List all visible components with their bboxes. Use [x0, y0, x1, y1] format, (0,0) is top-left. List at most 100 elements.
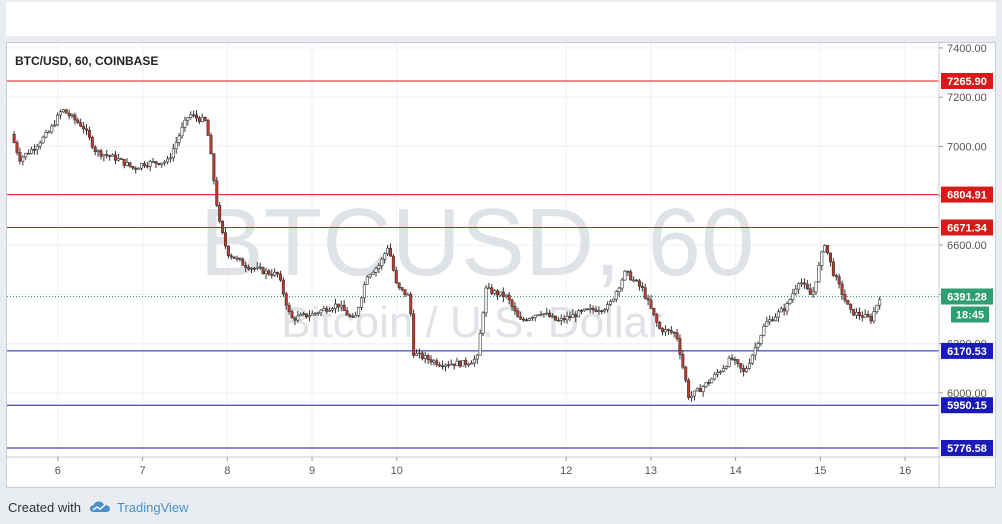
candle-down: [261, 267, 265, 275]
candle-up: [773, 316, 777, 322]
candle-down: [154, 161, 158, 164]
candle-down: [580, 310, 584, 312]
candle-up: [617, 287, 621, 292]
candle-down: [76, 119, 80, 123]
candle-down: [12, 133, 16, 143]
candle-up: [478, 332, 482, 356]
candle-up: [823, 245, 827, 253]
candle-down: [736, 359, 740, 364]
candle-down: [585, 308, 589, 311]
candle-up: [374, 267, 378, 273]
resistance-tag: [941, 72, 993, 89]
candle-down: [79, 122, 83, 127]
candle-up: [264, 270, 268, 275]
support-tag: [941, 397, 993, 414]
candle-up: [504, 294, 508, 297]
candle-down: [426, 355, 430, 360]
candle-down: [206, 120, 210, 136]
candle-up: [533, 314, 537, 318]
candle-down: [73, 114, 77, 121]
candle-up: [357, 307, 361, 316]
chart-panel[interactable]: BTCUSD, 60 Bitcoin / U.S. Dollar 6000.00…: [6, 42, 996, 488]
candle-up: [200, 116, 204, 122]
candle-down: [270, 273, 274, 276]
candle-down: [687, 380, 691, 398]
candle-down: [238, 257, 242, 260]
candle-up: [299, 314, 303, 317]
candle-down: [553, 315, 557, 321]
candle-up: [724, 366, 728, 369]
candle-down: [342, 304, 346, 311]
candle-up: [695, 388, 699, 392]
price-tick-label: 6600.00: [947, 240, 987, 252]
price-tick-label: 7400.00: [947, 43, 987, 55]
candle-down: [267, 270, 271, 275]
candle-down: [860, 315, 864, 318]
candle-up: [539, 313, 543, 316]
candle-down: [637, 280, 641, 287]
candle-down: [197, 117, 201, 122]
candle-up: [360, 297, 364, 308]
candle-down: [568, 316, 572, 318]
candle-up: [166, 158, 170, 163]
candle-down: [99, 150, 103, 157]
support-tag-label: 6170.53: [947, 346, 987, 358]
candle-down: [403, 289, 407, 295]
candle-down: [556, 319, 560, 322]
tradingview-link[interactable]: TradingView: [116, 499, 189, 515]
candle-up: [354, 315, 358, 318]
price-tick-label: 7000.00: [947, 142, 987, 154]
candle-down: [218, 205, 222, 222]
candle-down: [247, 267, 251, 270]
candle-down: [284, 293, 288, 306]
candle-down: [452, 363, 456, 366]
candle-down: [305, 313, 309, 318]
candle-up: [180, 126, 184, 137]
time-tick-label: 12: [560, 465, 572, 477]
candle-up: [296, 315, 300, 321]
candle-up: [855, 311, 859, 316]
candle-down: [145, 165, 149, 168]
candle-up: [750, 354, 754, 364]
candle-down: [82, 125, 86, 130]
candle-down: [655, 314, 659, 323]
support-tag-label: 5950.15: [947, 400, 987, 412]
candlestick-chart[interactable]: BTCUSD, 60 Bitcoin / U.S. Dollar 6000.00…: [7, 43, 995, 487]
candle-up: [791, 293, 795, 300]
time-tick-label: 9: [309, 465, 315, 477]
candle-down: [684, 366, 688, 381]
candle-down: [666, 329, 670, 331]
candle-down: [15, 142, 19, 153]
candle-up: [690, 395, 694, 398]
candle-down: [397, 282, 401, 288]
candle-up: [542, 313, 546, 315]
candle-down: [336, 303, 340, 308]
time-axis: 6 7 8 9 10 12 13 14 15 16: [55, 457, 911, 477]
candle-up: [313, 312, 317, 315]
candle-down: [420, 352, 424, 359]
candle-up: [470, 362, 474, 365]
candle-up: [603, 309, 607, 312]
candle-down: [131, 165, 135, 169]
tradingview-cloud-icon[interactable]: [89, 500, 111, 514]
candle-down: [394, 269, 398, 284]
candle-down: [522, 318, 526, 321]
time-tick-label: 10: [391, 465, 403, 477]
candle-down: [215, 180, 219, 206]
candle-down: [802, 282, 806, 285]
candle-up: [608, 300, 612, 305]
candle-up: [96, 150, 100, 153]
candle-up: [186, 117, 190, 121]
candle-up: [820, 251, 824, 266]
candle-up: [319, 309, 323, 314]
candle-up: [328, 309, 332, 312]
candle-up: [745, 368, 749, 372]
candle-down: [805, 283, 809, 290]
candle-down: [281, 279, 285, 295]
resistance-tag: [941, 219, 993, 236]
candle-down: [661, 328, 665, 333]
candle-up: [273, 271, 277, 276]
candle-down: [600, 310, 604, 313]
candle-up: [727, 357, 731, 367]
candle-down: [438, 364, 442, 367]
